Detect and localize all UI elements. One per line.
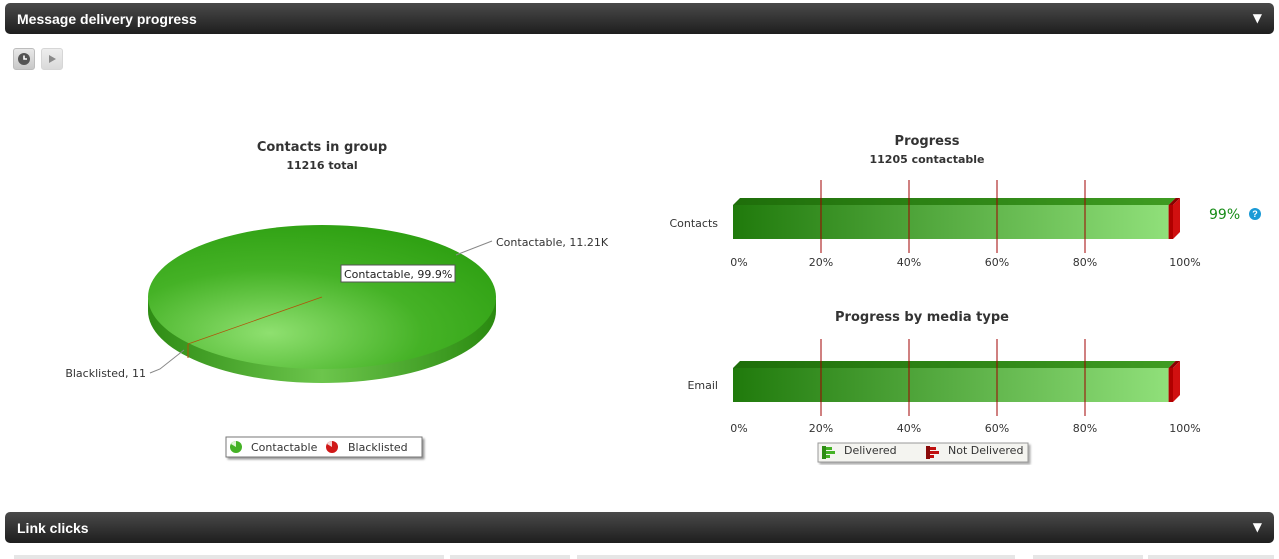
axis-tick-label: 80% — [1073, 256, 1097, 269]
pie-legend — [225, 436, 423, 458]
pie-slice-contactable-side[interactable] — [148, 295, 496, 383]
progress-delivered-bar-top — [733, 198, 1176, 205]
progress-not-delivered-bar[interactable] — [1168, 205, 1173, 239]
delivered-legend-icon — [822, 446, 835, 459]
pie-title: Contacts in group — [257, 140, 387, 155]
link-clicks-panel-header[interactable]: Link clicks ▼ — [5, 512, 1274, 543]
media-not-delivered-bar-top — [1168, 361, 1180, 368]
progress-row-label: Contacts — [669, 217, 718, 230]
axis-tick-label: 20% — [809, 256, 833, 269]
progress-not-delivered-bar-top — [1168, 198, 1180, 205]
delivery-panel-header[interactable]: Message delivery progress ▼ — [5, 3, 1274, 34]
progress-title: Progress — [895, 134, 960, 149]
axis-tick-label: 20% — [809, 422, 833, 435]
pie-tooltip — [340, 264, 456, 283]
axis-tick-label: 60% — [985, 256, 1009, 269]
progress-percent: 99% — [1209, 207, 1240, 223]
axis-tick-label: 0% — [730, 422, 747, 435]
media-row-label: Email — [687, 379, 718, 392]
media-not-delivered-bar-side — [1173, 361, 1180, 402]
contactable-callout-line — [455, 240, 493, 256]
legend-not-delivered[interactable]: Not Delivered — [948, 444, 1023, 457]
axis-tick-label: 80% — [1073, 422, 1097, 435]
play-icon — [49, 55, 56, 63]
axis-tick-label: 40% — [897, 422, 921, 435]
media-not-delivered-bar[interactable] — [1168, 368, 1173, 402]
progress-not-delivered-bar-side — [1173, 198, 1180, 239]
delivery-panel-title: Message delivery progress — [17, 11, 197, 27]
link-clicks-content-strip — [14, 555, 444, 559]
media-delivered-bar[interactable] — [733, 368, 1169, 402]
axis-tick-label: 100% — [1169, 422, 1200, 435]
progress-delivered-bar[interactable] — [733, 205, 1169, 239]
clock-icon — [18, 53, 30, 65]
axis-tick-label: 40% — [897, 256, 921, 269]
legend-delivered[interactable]: Delivered — [844, 444, 897, 457]
blacklisted-data-label: Blacklisted, 11 — [65, 367, 146, 380]
pie-tooltip-text: Contactable, 99.9% — [344, 268, 452, 281]
clock-button[interactable] — [13, 48, 35, 70]
pie-subtitle: 11216 total — [286, 159, 357, 172]
axis-tick-label: 60% — [985, 422, 1009, 435]
play-button[interactable] — [41, 48, 63, 70]
media-legend — [817, 442, 1029, 463]
media-delivered-bar-top — [733, 361, 1176, 368]
pie-slice-blacklisted[interactable] — [187, 296, 323, 345]
not-delivered-legend-icon — [926, 446, 939, 459]
link-clicks-panel-title: Link clicks — [17, 520, 89, 536]
axis-tick-label: 100% — [1169, 256, 1200, 269]
link-clicks-content-strip — [577, 555, 1015, 559]
progress-subtitle: 11205 contactable — [870, 153, 985, 166]
collapse-arrow-icon[interactable]: ▼ — [1252, 11, 1262, 25]
contactable-data-label: Contactable, 11.21K — [496, 236, 609, 249]
link-clicks-content-strip — [1033, 555, 1143, 559]
legend-blacklisted[interactable]: Blacklisted — [348, 441, 408, 454]
axis-tick-label: 0% — [730, 256, 747, 269]
blacklisted-callout-line — [149, 349, 185, 374]
progress-bar-charts: Progress 11205 contactable Contacts 0% 20… — [669, 134, 1240, 463]
link-clicks-content-strip — [450, 555, 570, 559]
link-clicks-content-strip — [1148, 555, 1274, 559]
contacts-pie-chart: Contacts in group 11216 total Contactabl… — [65, 140, 609, 458]
help-icon[interactable]: ? — [1249, 208, 1261, 220]
collapse-arrow-icon[interactable]: ▼ — [1252, 520, 1262, 534]
media-title: Progress by media type — [835, 310, 1009, 325]
legend-contactable[interactable]: Contactable — [251, 441, 318, 454]
